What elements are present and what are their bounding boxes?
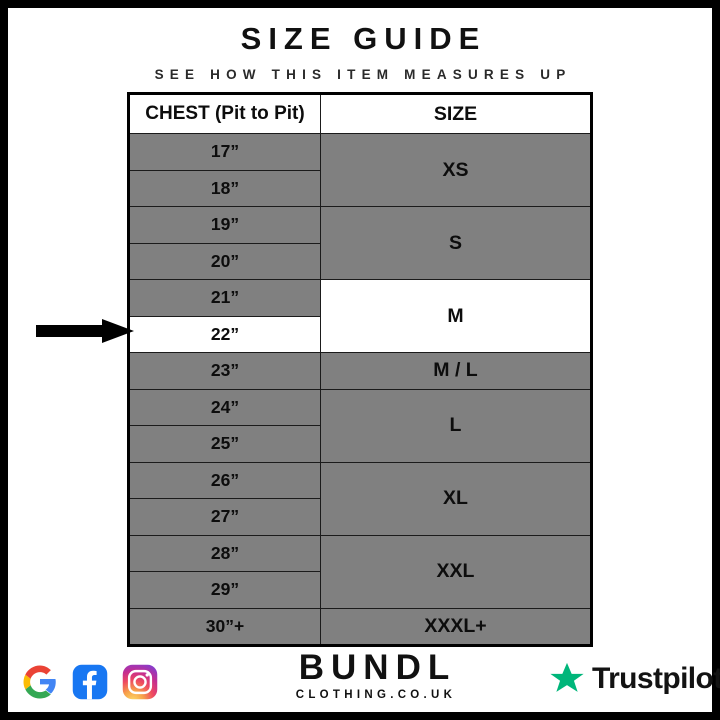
chest-measurement-cell: 23” <box>128 352 321 390</box>
chest-measurement-cell: 28” <box>128 534 321 572</box>
table-row: 18” <box>128 169 592 207</box>
page-subtitle: SEE HOW THIS ITEM MEASURES UP <box>154 67 572 83</box>
column-header-chest: CHEST (Pit to Pit) <box>128 93 321 134</box>
chest-measurement-cell: 18” <box>128 169 321 207</box>
chest-measurement-cell: 26” <box>128 461 321 499</box>
instagram-icon[interactable] <box>122 664 158 700</box>
table-row: 17” XS <box>128 133 592 207</box>
brand-subtitle: CLOTHING.CO.UK <box>295 688 457 701</box>
table-row: 24” L <box>128 388 592 463</box>
table-row: 29” <box>128 571 592 609</box>
table-row: 25” <box>128 425 592 463</box>
size-label-cell: XXL <box>320 534 592 609</box>
chest-measurement-cell: 24” <box>128 388 321 426</box>
table-header: CHEST (Pit to Pit) SIZE <box>128 93 592 134</box>
size-label-cell: XS <box>320 133 592 207</box>
trustpilot-star-icon <box>550 662 584 692</box>
footer-bar: BUNDL CLOTHING.CO.UK Trustpilot <box>8 644 720 712</box>
brand-name: BUNDL <box>298 648 457 687</box>
trustpilot-name: Trustpilot <box>592 662 720 695</box>
chest-measurement-cell: 20” <box>128 242 321 280</box>
size-chart-table: CHEST (Pit to Pit) SIZE 17” XS 18” 19” S 20” 2… <box>127 92 593 647</box>
chest-measurement-cell: 29” <box>128 571 321 609</box>
brand-logo: BUNDL CLOTHING.CO.UK <box>264 648 484 701</box>
size-label-cell: M <box>320 279 592 353</box>
size-label-cell: S <box>320 206 592 280</box>
size-label-cell: L <box>320 388 592 463</box>
chest-measurement-cell: 30”+ <box>128 607 321 646</box>
chest-measurement-cell: 25” <box>128 425 321 463</box>
column-header-size: SIZE <box>320 93 592 134</box>
social-links <box>22 664 158 700</box>
table-row: 28” XXL <box>128 534 592 609</box>
size-label-cell: M / L <box>320 352 592 390</box>
table-row: 21” M <box>128 279 592 353</box>
chest-measurement-cell: 27” <box>128 498 321 536</box>
table-row: 23” M / L <box>128 352 592 390</box>
table-row: 19” S <box>128 206 592 280</box>
table-body: 17” XS 18” 19” S 20” 21” M 22” 23” M / L 24” L 25” 26”… <box>128 133 592 646</box>
size-label-cell: XL <box>320 461 592 536</box>
heading-block: SIZE GUIDE SEE HOW THIS ITEM MEASURES UP <box>8 20 712 82</box>
chest-measurement-cell: 22” <box>128 315 321 353</box>
google-icon[interactable] <box>22 664 58 700</box>
table-row: 20” <box>128 242 592 280</box>
chest-measurement-cell: 17” <box>128 133 321 171</box>
page-title: SIZE GUIDE <box>240 21 487 56</box>
table-row: 26” XL <box>128 461 592 536</box>
size-label-cell: XXXL+ <box>320 607 592 646</box>
table-row: 27” <box>128 498 592 536</box>
right-arrow-icon <box>36 319 134 343</box>
table-header-row: CHEST (Pit to Pit) SIZE <box>128 93 592 134</box>
chest-measurement-cell: 21” <box>128 279 321 317</box>
facebook-icon[interactable] <box>72 664 108 700</box>
table-row: 30”+ XXXL+ <box>128 607 592 646</box>
trustpilot-logo[interactable]: Trustpilot <box>548 660 720 698</box>
chest-measurement-cell: 19” <box>128 206 321 244</box>
